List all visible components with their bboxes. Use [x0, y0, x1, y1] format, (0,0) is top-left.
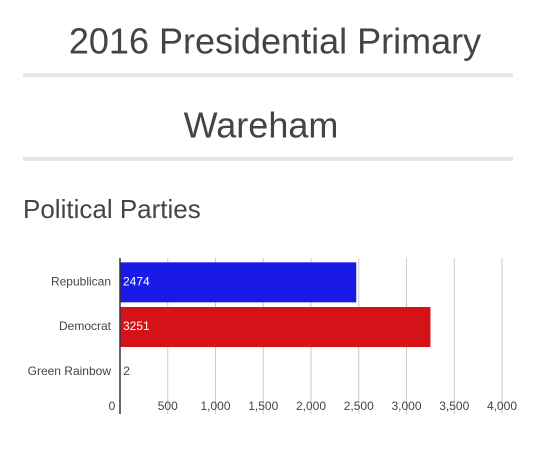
x-tick-label: 1,000 — [200, 399, 230, 413]
y-tick-label: Democrat — [59, 319, 112, 333]
location-title: Wareham — [184, 105, 339, 146]
page-title: 2016 Presidential Primary — [69, 21, 481, 62]
x-tick-label: 0 — [109, 399, 116, 413]
value-label: 2474 — [123, 275, 150, 289]
x-tick-label: 2,500 — [344, 399, 374, 413]
x-tick-label: 500 — [158, 399, 178, 413]
value-label: 2 — [123, 364, 130, 378]
chart: 0 500 1,000 1,500 2,000 2,500 3,000 3,500 4,000 R… — [28, 258, 518, 414]
y-tick-label: Green Rainbow — [28, 364, 112, 378]
y-tick-label: Republican — [51, 275, 111, 289]
bar — [120, 262, 356, 302]
x-tick-label: 4,000 — [487, 399, 517, 413]
bar — [120, 307, 430, 347]
divider — [23, 157, 513, 161]
x-tick-label: 3,000 — [391, 399, 421, 413]
divider — [23, 73, 513, 77]
x-tick-label: 1,500 — [248, 399, 278, 413]
x-tick-label: 2,000 — [296, 399, 326, 413]
value-label: 3251 — [123, 319, 150, 333]
x-tick-label: 3,500 — [439, 399, 469, 413]
section-heading: Political Parties — [23, 194, 201, 224]
